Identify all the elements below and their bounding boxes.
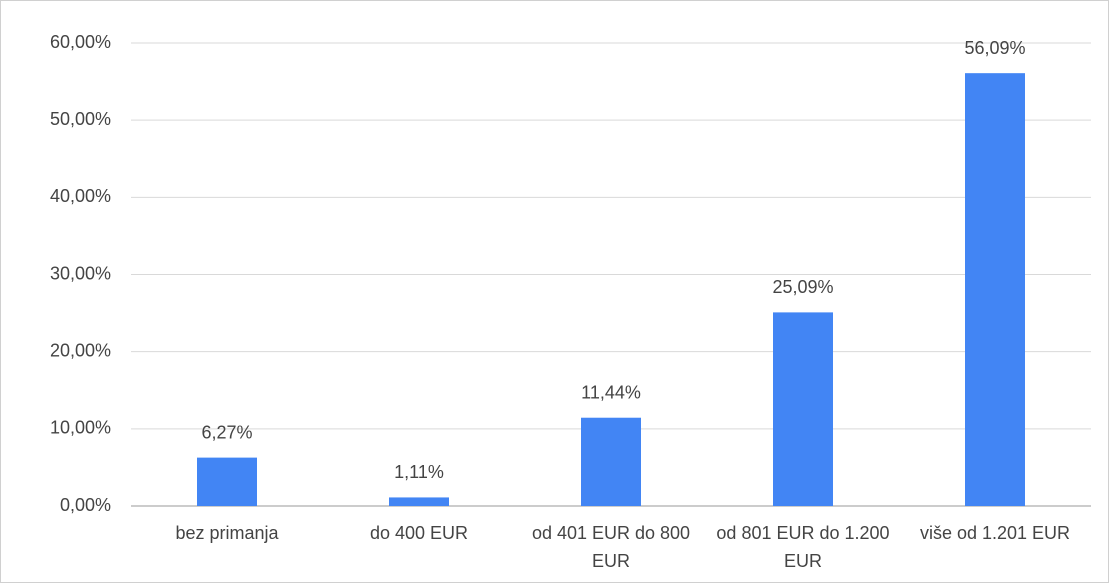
data-label: 56,09% [964, 38, 1025, 58]
y-tick-label: 60,00% [50, 32, 111, 52]
x-tick-label: od 401 EUR do 800 EUR [531, 523, 691, 571]
bar [197, 457, 257, 506]
data-label: 25,09% [772, 277, 833, 297]
y-tick-label: 0,00% [60, 495, 111, 515]
x-tick-label: bez primanja [175, 523, 279, 543]
y-tick-label: 20,00% [50, 340, 111, 360]
y-tick-label: 50,00% [50, 109, 111, 129]
bar [581, 417, 641, 506]
x-tick-label: do 400 EUR [369, 523, 469, 543]
data-label: 1,11% [394, 462, 444, 482]
x-tick-label: od 801 EUR do 1.200 EUR [716, 523, 890, 571]
y-tick-label: 30,00% [50, 263, 111, 283]
y-tick-label: 40,00% [50, 186, 111, 206]
data-label: 6,27% [201, 422, 252, 442]
data-label: 11,44% [581, 382, 641, 402]
y-tick-label: 10,00% [50, 418, 111, 438]
bar [773, 312, 833, 506]
bar [965, 73, 1025, 506]
x-tick-label: više od 1.201 EUR [919, 523, 1071, 543]
bar [389, 497, 449, 506]
